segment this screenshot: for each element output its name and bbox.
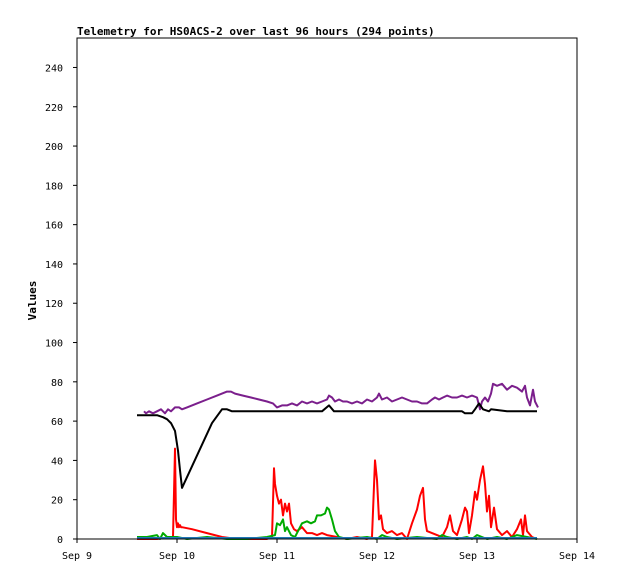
x-tick-label: Sep 10 — [159, 551, 195, 562]
y-tick-label: 180 — [45, 181, 63, 192]
x-tick-label: Sep 9 — [62, 551, 92, 562]
plot-frame — [76, 37, 578, 540]
y-tick-label: 20 — [51, 496, 63, 507]
y-tick-label: 100 — [45, 339, 63, 350]
x-tick-label: Sep 13 — [459, 551, 495, 562]
series-line-1 — [137, 402, 537, 489]
y-tick-label: 200 — [45, 142, 63, 153]
y-tick-label: 220 — [45, 103, 63, 114]
axes: 0 20 40 60 80 100 120 140 160 180 200 220 240 Sep 9 Se… — [45, 63, 595, 562]
x-tick-label: Sep 14 — [559, 551, 595, 562]
y-axis-label: Values — [26, 281, 39, 321]
y-tick-label: 60 — [51, 417, 63, 428]
y-tick-label: 40 — [51, 456, 63, 467]
y-tick-label: 160 — [45, 221, 63, 232]
y-tick-label: 240 — [45, 63, 63, 74]
series-line-0 — [143, 382, 539, 415]
y-tick-label: 0 — [57, 535, 63, 546]
y-tick-label: 120 — [45, 299, 63, 310]
chart-title: Telemetry for HS0ACS-2 over last 96 hour… — [77, 25, 435, 38]
y-tick-label: 80 — [51, 378, 63, 389]
x-tick-label: Sep 11 — [259, 551, 295, 562]
x-tick-label: Sep 12 — [359, 551, 395, 562]
y-tick-label: 140 — [45, 260, 63, 271]
